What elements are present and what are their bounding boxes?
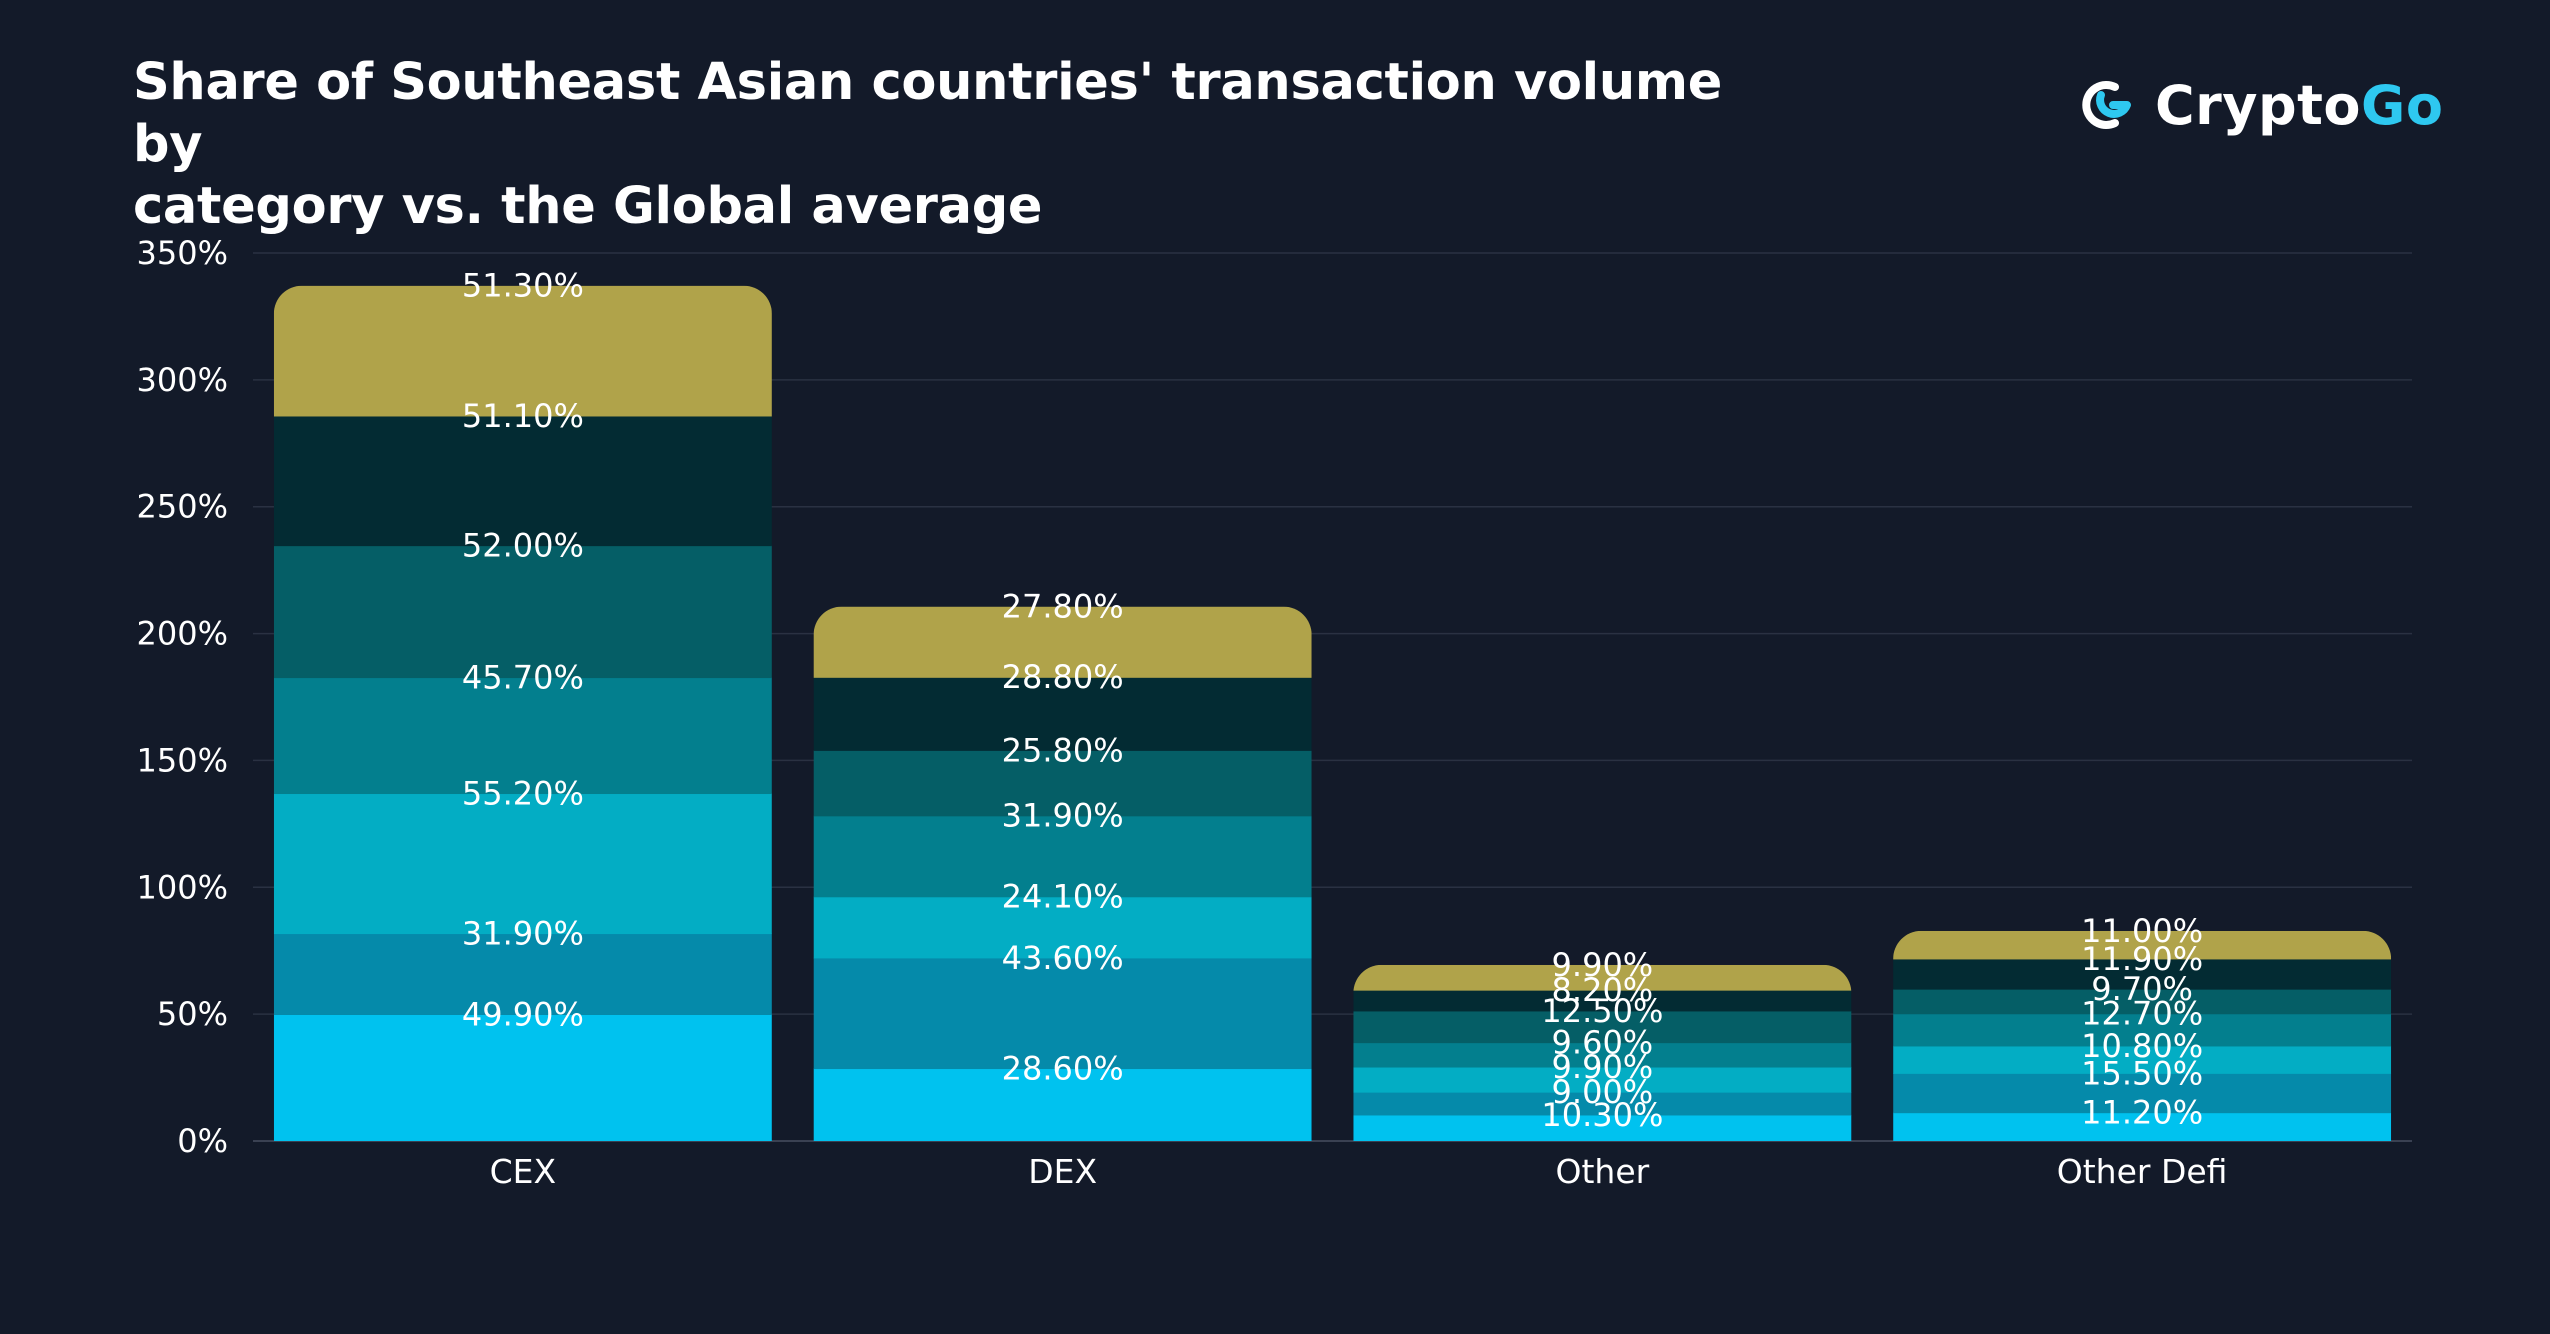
bar-segment — [273, 677, 772, 795]
data-label: 11.00% — [2081, 912, 2203, 950]
data-label: 45.70% — [462, 658, 584, 696]
data-label: 31.90% — [1002, 797, 1124, 835]
cryptogo-logo-icon — [2082, 81, 2131, 129]
x-tick-label: Other — [1556, 1152, 1650, 1191]
bar-segment — [1893, 1045, 2392, 1074]
data-label: 24.10% — [1002, 878, 1124, 916]
logo-text-go: Go — [2361, 73, 2444, 137]
data-label: 10.80% — [2081, 1027, 2203, 1065]
bar-segment — [813, 1068, 1312, 1141]
data-labels: 49.90% 31.90% 55.20% 45.70% 52.00% 51.10% 51.3… — [462, 267, 2203, 1134]
data-label: 25.80% — [1002, 731, 1124, 769]
bar-segment — [813, 896, 1312, 959]
data-label: 9.70% — [2091, 970, 2193, 1008]
data-label: 28.60% — [1002, 1049, 1124, 1087]
data-label: 28.80% — [1002, 658, 1124, 696]
data-label: 31.90% — [462, 914, 584, 952]
data-label: 10.30% — [1541, 1096, 1663, 1134]
data-label: 9.90% — [1552, 1048, 1654, 1086]
data-label: 27.80% — [1002, 588, 1124, 626]
y-tick-label: 0% — [177, 1122, 228, 1160]
bar-segment — [813, 606, 1312, 678]
data-label: 12.70% — [2081, 995, 2203, 1033]
bar-segment — [1353, 1092, 1852, 1116]
bar-segment — [813, 677, 1312, 751]
bar-segment — [1893, 1073, 2392, 1114]
x-tick-label: Other Defi — [2057, 1152, 2228, 1191]
logo-text: CryptoGo — [2155, 74, 2443, 137]
bar-segment — [1353, 1042, 1852, 1068]
bar-segment — [1893, 930, 2392, 960]
logo-text-crypto: Crypto — [2155, 73, 2362, 137]
y-tick-label: 50% — [157, 995, 228, 1033]
data-label: 11.90% — [2081, 940, 2203, 978]
bar-segment — [813, 750, 1312, 817]
bar-segment — [1353, 1010, 1852, 1044]
bar-segment — [1353, 1114, 1852, 1141]
data-label: 12.50% — [1541, 992, 1663, 1030]
x-axis: CEX DEX Other Other Defi — [490, 1152, 2228, 1191]
bar-segment — [273, 545, 772, 679]
chart-title-line-2: category vs. the Global average — [133, 177, 1043, 236]
bar-stack-other — [1353, 964, 1852, 1141]
bar-segment — [813, 957, 1312, 1070]
bar-segment — [1893, 989, 2392, 1015]
data-label: 11.20% — [2081, 1094, 2203, 1132]
x-tick-label: CEX — [490, 1152, 557, 1191]
bar-segment — [273, 1014, 772, 1141]
bar-segment — [1893, 1112, 2392, 1141]
bar-stacks — [273, 285, 2392, 1141]
bar-stack-dex — [813, 606, 1312, 1141]
data-label: 8.20% — [1552, 971, 1654, 1009]
bar-stack-cex — [273, 285, 772, 1141]
bar-segment — [1353, 964, 1852, 991]
bar-segment — [1893, 958, 2392, 990]
bar-segment — [1353, 1066, 1852, 1093]
data-label: 49.90% — [462, 995, 584, 1033]
y-tick-label: 250% — [137, 488, 228, 526]
brand-logo: CryptoGo — [2075, 70, 2443, 140]
bar-segment — [1353, 990, 1852, 1012]
y-tick-label: 300% — [137, 361, 228, 399]
bar-segment — [1893, 1013, 2392, 1047]
data-label: 51.30% — [462, 267, 584, 305]
data-label: 9.00% — [1552, 1073, 1654, 1111]
data-label: 9.60% — [1552, 1024, 1654, 1062]
bar-segment — [273, 933, 772, 1015]
data-label: 15.50% — [2081, 1054, 2203, 1092]
data-label: 52.00% — [462, 527, 584, 565]
chart-title-line-1: Share of Southeast Asian countries' tran… — [133, 53, 1723, 174]
data-label: 55.20% — [462, 774, 584, 812]
bar-stack-other-defi — [1893, 930, 2392, 1141]
chart-title: Share of Southeast Asian countries' tran… — [133, 52, 1733, 238]
bar-segment — [813, 815, 1312, 898]
bar-segment — [273, 793, 772, 935]
data-label: 43.60% — [1002, 939, 1124, 977]
x-tick-label: DEX — [1028, 1152, 1097, 1191]
y-tick-label: 350% — [137, 234, 228, 272]
bar-segment — [273, 285, 772, 417]
bar-segment — [273, 415, 772, 547]
data-label: 51.10% — [462, 397, 584, 435]
data-label: 9.90% — [1552, 946, 1654, 984]
y-tick-label: 100% — [137, 868, 228, 906]
y-tick-label: 150% — [137, 741, 228, 779]
y-tick-label: 200% — [137, 615, 228, 653]
y-axis: 0% 50% 100% 150% 200% 250% 300% 350% — [137, 234, 2412, 1160]
